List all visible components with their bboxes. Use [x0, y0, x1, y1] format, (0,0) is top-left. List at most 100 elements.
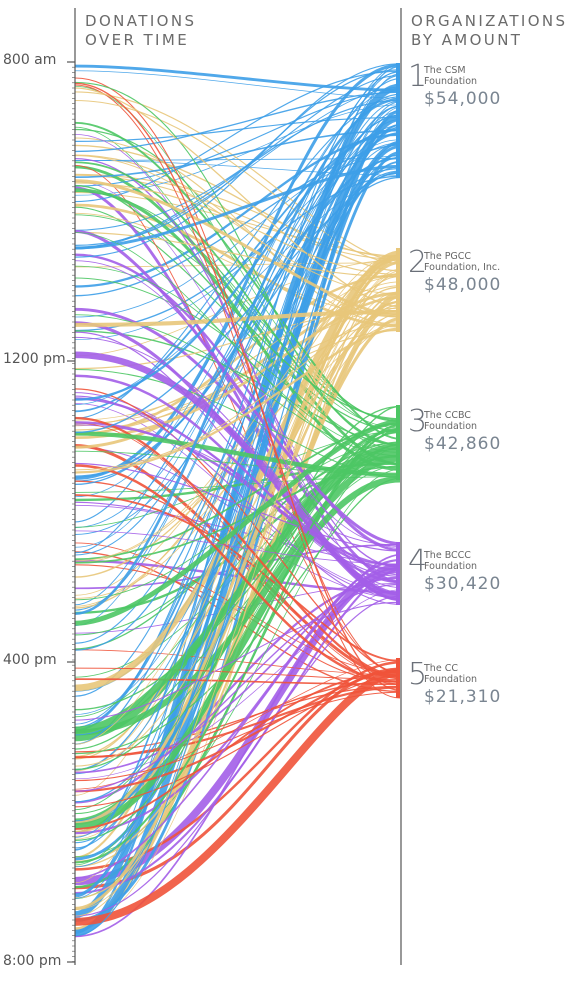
- donation-flow-pgcc: [74, 182, 401, 276]
- right-header: ORGANIZATIONS BY AMOUNT: [411, 12, 567, 50]
- donation-flow-pgcc: [74, 310, 401, 471]
- org-name-line2: Foundation: [424, 674, 478, 685]
- donation-flow-bccc: [74, 595, 401, 917]
- donation-flow-pgcc: [74, 281, 401, 562]
- donation-flow-csm: [74, 128, 401, 401]
- donation-flow-pgcc: [74, 309, 401, 327]
- org-rank: 3: [408, 404, 428, 439]
- org-name-line2: Foundation: [424, 561, 478, 572]
- donation-flow-cc: [74, 84, 401, 674]
- donation-flow-csm: [74, 74, 401, 231]
- donation-flow-ccbc: [74, 424, 401, 811]
- org-band-csm: [396, 63, 400, 178]
- donation-flow-ccbc: [74, 405, 401, 771]
- donation-flow-bccc: [74, 589, 401, 780]
- right-header-line2: BY AMOUNT: [411, 31, 523, 49]
- time-tick-label: 1200 pm: [3, 351, 66, 367]
- donation-flow-pgcc: [74, 91, 401, 262]
- donation-flow-csm: [74, 126, 401, 745]
- donation-flow-csm: [74, 91, 401, 153]
- time-tick-label: 400 pm: [3, 652, 57, 668]
- org-name-line1: The PGCC: [424, 251, 472, 262]
- org-amount: $30,420: [424, 574, 502, 594]
- org-rank: 4: [408, 544, 428, 579]
- donation-flow-ccbc: [74, 448, 401, 636]
- donation-flow-pgcc: [74, 203, 401, 328]
- org-amount: $54,000: [424, 89, 502, 109]
- org-name-line1: The CCBC: [424, 410, 471, 421]
- donation-flow-csm: [74, 107, 401, 715]
- donation-flow-ccbc: [74, 85, 401, 422]
- left-header: DONATIONS OVER TIME: [85, 12, 196, 50]
- donation-flow-csm: [74, 97, 401, 615]
- donation-flow-pgcc: [74, 327, 401, 474]
- donation-flow-ccbc: [74, 419, 401, 626]
- donation-flow-ccbc: [74, 444, 401, 711]
- donation-flow-csm: [74, 91, 401, 187]
- donation-flow-cc: [74, 685, 401, 753]
- donation-flow-cc: [74, 388, 401, 674]
- org-name-line2: Foundation: [424, 76, 478, 87]
- donation-flow-csm: [74, 87, 401, 498]
- donation-flow-bccc: [74, 601, 401, 721]
- donation-flow-ccbc: [74, 81, 401, 446]
- donation-flow-ccbc: [74, 431, 401, 478]
- donation-flow-csm: [74, 70, 401, 868]
- axes: [67, 8, 402, 965]
- org-rank: 2: [408, 245, 428, 280]
- donation-flow-csm: [74, 129, 401, 556]
- donation-flow-csm: [74, 143, 401, 937]
- donation-flow-ccbc: [74, 405, 401, 841]
- left-header-line2: OVER TIME: [85, 31, 190, 49]
- org-amount: $21,310: [424, 687, 502, 707]
- donation-flows: [74, 63, 401, 938]
- donation-flow-csm: [74, 96, 401, 419]
- org-name-line2: Foundation: [424, 421, 478, 432]
- donation-flow-csm: [74, 63, 401, 258]
- donation-flow-bccc: [74, 530, 401, 565]
- right-header-line1: ORGANIZATIONS: [411, 12, 568, 30]
- org-name-line1: The CC: [424, 663, 458, 674]
- donation-flow-csm: [74, 176, 401, 434]
- left-header-line1: DONATIONS: [85, 12, 197, 30]
- donation-flow-csm: [74, 63, 401, 480]
- donation-flow-ccbc: [74, 442, 401, 601]
- donation-flow-bccc: [74, 374, 401, 567]
- org-band-ccbc: [396, 405, 400, 480]
- donation-flow-pgcc: [74, 310, 401, 767]
- donation-flow-ccbc: [74, 265, 401, 464]
- org-band-bccc: [396, 542, 400, 605]
- donation-flow-cc: [74, 678, 401, 686]
- org-name: The CCBC Foundation: [424, 410, 524, 432]
- donation-flow-csm: [74, 86, 401, 250]
- donation-flow-csm: [74, 158, 401, 162]
- donation-flow-csm: [74, 70, 401, 99]
- donation-flow-ccbc: [74, 121, 401, 440]
- org-rank: 5: [408, 657, 428, 692]
- donation-flow-csm: [74, 154, 401, 803]
- donation-flow-csm: [74, 119, 401, 535]
- donation-flow-pgcc: [74, 324, 401, 917]
- org-name: The BCCC Foundation: [424, 550, 524, 572]
- donation-flow-pgcc: [74, 191, 401, 257]
- org-name: The CC Foundation: [424, 663, 524, 685]
- donation-flow-pgcc: [74, 231, 401, 278]
- donation-flow-bccc: [74, 229, 401, 546]
- donation-flow-cc: [74, 494, 401, 662]
- donation-flow-ccbc: [74, 476, 401, 493]
- org-amount: $42,860: [424, 434, 502, 454]
- donation-flow-cc: [74, 670, 401, 830]
- donation-flow-cc: [74, 668, 401, 926]
- org-name-line2: Foundation, Inc.: [424, 262, 501, 273]
- donation-flow-csm: [74, 70, 401, 203]
- donation-flow-ccbc: [74, 232, 401, 453]
- donation-flow-cc: [74, 82, 401, 691]
- donation-flow-bccc: [74, 157, 401, 568]
- donation-flow-csm: [74, 140, 401, 897]
- org-band-cc: [396, 658, 400, 698]
- donation-flow-pgcc: [74, 174, 401, 260]
- donation-flow-ccbc: [74, 429, 401, 864]
- donation-flow-ccbc: [74, 424, 401, 889]
- donation-flow-csm: [74, 73, 401, 899]
- org-name: The CSM Foundation: [424, 65, 524, 87]
